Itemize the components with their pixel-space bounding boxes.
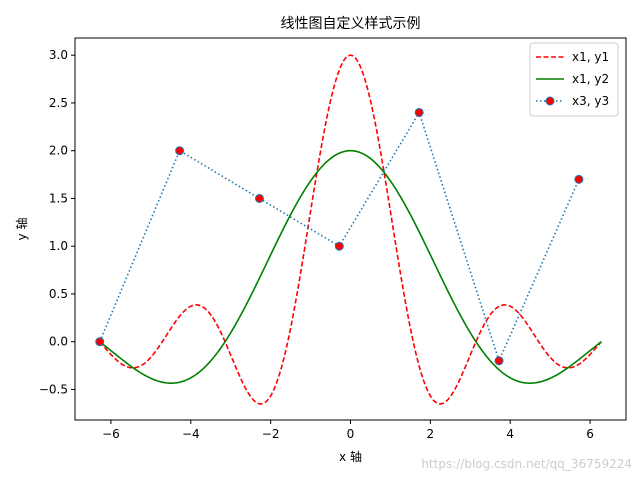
x-tick-label: 4 [506, 427, 514, 441]
y-tick-label: 0.0 [49, 335, 68, 349]
y-tick-label: 0.5 [49, 287, 68, 301]
y-tick-label: 1.5 [49, 191, 68, 205]
chart-title: 线性图自定义样式示例 [281, 16, 421, 32]
series-line-3 [99, 110, 580, 364]
series-3-point [334, 241, 344, 251]
series-3-point [254, 193, 264, 203]
y-tick-label: 1.0 [49, 239, 68, 253]
y-ticks: −0.5 0.0 0.5 1.0 1.5 2.0 2.5 3.0 [39, 48, 75, 396]
series-3-point [414, 107, 424, 117]
y-tick-label: 2.5 [49, 96, 68, 110]
legend-label-2: x1, y2 [572, 72, 609, 86]
series-3-point [574, 174, 584, 184]
x-tick-label: −2 [262, 427, 280, 441]
x-tick-label: 0 [347, 427, 355, 441]
series-3-point [175, 146, 185, 156]
x-tick-label: 2 [427, 427, 435, 441]
legend-label-1: x1, y1 [572, 50, 609, 64]
y-tick-label: 2.0 [49, 144, 68, 158]
watermark: https://blog.csdn.net/qq_36759224 [421, 457, 632, 471]
y-tick-label: −0.5 [39, 382, 68, 396]
x-tick-label: 6 [586, 427, 594, 441]
series-line-2 [99, 149, 602, 384]
series-line-1 [99, 54, 602, 405]
x-axis-label: x 轴 [339, 449, 362, 464]
plot-marks [95, 54, 602, 405]
x-ticks: −6 −4 −2 0 2 4 6 [102, 420, 594, 441]
x-tick-label: −4 [182, 427, 200, 441]
y-tick-label: 3.0 [49, 48, 68, 62]
x-tick-label: −6 [102, 427, 120, 441]
legend-label-3: x3, y3 [572, 94, 609, 108]
y-axis-label: y 轴 [14, 218, 29, 241]
series-3-point [95, 337, 105, 347]
series-3-point [494, 356, 504, 366]
legend-marker-3 [545, 96, 555, 106]
legend: x1, y1 x1, y2 x3, y3 [529, 42, 619, 117]
